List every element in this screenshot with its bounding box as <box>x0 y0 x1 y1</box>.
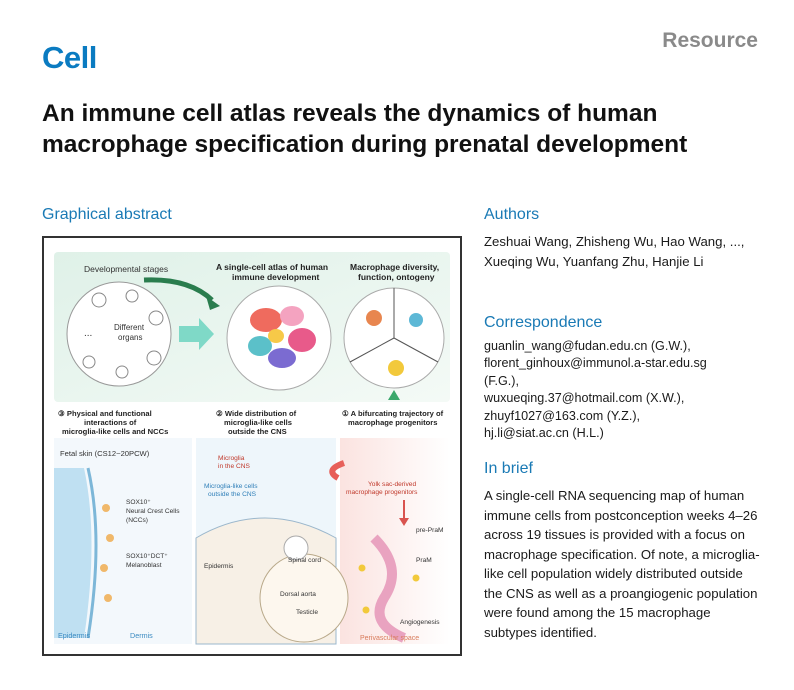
label-sox10-1: SOX10⁺ <box>126 499 151 506</box>
label-yolk-2: macrophage progenitors <box>346 489 418 496</box>
authors-heading: Authors <box>484 206 540 223</box>
label-pre-pram: pre-PraM <box>416 527 443 534</box>
label-angiogenesis: Angiogenesis <box>400 619 440 626</box>
label-epidermis-mid: Epidermis <box>204 563 234 570</box>
label-different-1: Different <box>114 323 145 332</box>
label-mic-cns-1: Microglia <box>218 455 245 462</box>
label-fetal-skin: Fetal skin (CS12~20PCW) <box>60 449 150 458</box>
label-dermis: Dermis <box>130 631 153 640</box>
label-mic-out-2: outside the CNS <box>208 491 257 498</box>
correspondence-line[interactable]: guanlin_wang@fudan.edu.cn (G.W.), <box>484 339 691 353</box>
label-sox10dct-2: Melanoblast <box>126 562 162 569</box>
label-diversity-1: Macrophage diversity, <box>350 262 439 272</box>
label-dorsal-aorta: Dorsal aorta <box>280 591 316 598</box>
label-sox10-3: (NCCs) <box>126 517 148 524</box>
correspondence-list: guanlin_wang@fudan.edu.cn (G.W.), floren… <box>484 338 784 442</box>
label-spinal-cord: Spinal cord <box>288 557 321 564</box>
graphical-abstract-figure: Developmental stages Different organs ..… <box>42 236 462 656</box>
label-perivascular: Perivascular space <box>360 635 419 642</box>
in-brief-heading: In brief <box>484 460 533 477</box>
label-atlas-1: A single-cell atlas of human <box>216 262 328 272</box>
label-p1-1: ① A bifurcating trajectory of <box>342 409 444 418</box>
label-yolk-1: Yolk sac-derived <box>368 481 416 488</box>
correspondence-line[interactable]: wuxueqing.37@hotmail.com (X.W.), <box>484 391 685 406</box>
label-p3-2: interactions of <box>84 418 137 427</box>
label-different-2: organs <box>118 333 142 342</box>
label-mic-cns-2: in the CNS <box>218 463 250 470</box>
authors-list: Zeshuai Wang, Zhisheng Wu, Hao Wang, ...… <box>484 234 745 269</box>
journal-logo: Cell <box>42 40 97 75</box>
label-epidermis-left: Epidermis <box>58 631 90 640</box>
label-atlas-2: immune development <box>232 272 320 282</box>
correspondence-line[interactable]: hj.li@siat.ac.cn (H.L.) <box>484 426 604 441</box>
label-sox10-2: Neural Crest Cells <box>126 508 180 515</box>
correspondence-line[interactable]: florent_ginhoux@immunol.a-star.edu.sg <box>484 356 707 371</box>
label-dots: ... <box>84 328 92 339</box>
label-dev-stages: Developmental stages <box>84 264 168 274</box>
label-p3-1: ③ Physical and functional <box>58 409 152 418</box>
correspondence-line[interactable]: zhuyf1027@163.com (Y.Z.), <box>484 408 641 423</box>
article-title: An immune cell atlas reveals the dynamic… <box>42 100 688 158</box>
label-p2-2: microglia-like cells <box>224 418 292 427</box>
label-pram: PraM <box>416 557 432 564</box>
graphical-abstract-illustration: Developmental stages Different organs ..… <box>54 252 450 645</box>
correspondence-line: (F.G.), <box>484 373 519 388</box>
correspondence-heading: Correspondence <box>484 314 603 331</box>
label-p1-2: macrophage progenitors <box>348 418 437 427</box>
label-mic-out-1: Microglia-like cells <box>204 483 258 490</box>
in-brief-text: A single-cell RNA sequencing map of huma… <box>484 488 760 640</box>
article-type-label: Resource <box>662 29 758 52</box>
label-p2-3: outside the CNS <box>228 427 287 436</box>
label-sox10dct-1: SOX10⁺DCT⁺ <box>126 553 168 560</box>
label-testicle: Testicle <box>296 609 318 616</box>
graphical-abstract-heading: Graphical abstract <box>42 206 172 223</box>
label-diversity-2: function, ontogeny <box>358 272 435 282</box>
label-p3-3: microglia-like cells and NCCs <box>62 427 168 436</box>
label-p2-1: ② Wide distribution of <box>216 409 297 418</box>
